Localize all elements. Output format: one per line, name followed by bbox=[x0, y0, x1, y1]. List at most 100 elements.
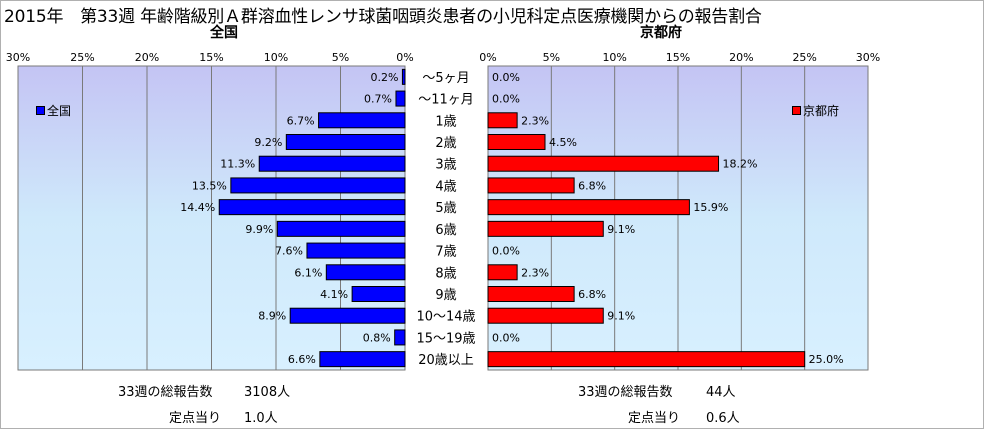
kyoto-legend: 京都府 bbox=[792, 102, 839, 119]
category-label: 4歳 bbox=[435, 179, 456, 194]
category-label: 5歳 bbox=[435, 201, 456, 216]
national-data-label: 7.6% bbox=[275, 245, 303, 258]
category-label: 2歳 bbox=[435, 136, 456, 151]
national-data-label: 9.2% bbox=[254, 136, 282, 149]
national-data-label: 9.9% bbox=[245, 223, 273, 236]
kyoto-total-label: 33週の総報告数 bbox=[578, 385, 673, 400]
kyoto-legend-swatch bbox=[792, 106, 801, 115]
kyoto-data-label: 0.0% bbox=[492, 331, 520, 344]
kyoto-tick-label: 25% bbox=[792, 51, 816, 64]
kyoto-bar bbox=[487, 286, 575, 302]
national-tick-label: 5% bbox=[332, 51, 349, 64]
national-data-label: 11.3% bbox=[220, 158, 255, 171]
kyoto-data-label: 6.8% bbox=[578, 179, 606, 192]
kyoto-data-label: 2.3% bbox=[521, 114, 549, 127]
chart-title: 2015年 第33週 年齢階級別Ａ群溶血性レンサ球菌咽頭炎患者の小児科定点医療機… bbox=[4, 7, 762, 27]
kyoto-bar bbox=[487, 220, 604, 237]
national-data-label: 0.2% bbox=[370, 71, 398, 84]
national-bar bbox=[289, 307, 406, 324]
kyoto-bar bbox=[487, 177, 575, 194]
national-bar bbox=[258, 155, 406, 172]
national-total-value: 3108人 bbox=[244, 385, 291, 400]
national-total-label: 33週の総報告数 bbox=[118, 385, 213, 400]
kyoto-total-value: 44人 bbox=[706, 385, 736, 400]
kyoto-bar bbox=[487, 351, 806, 368]
national-legend: 全国 bbox=[36, 102, 71, 119]
national-legend-label: 全国 bbox=[47, 104, 72, 118]
national-bar bbox=[401, 68, 406, 85]
kyoto-tick-label: 0% bbox=[479, 51, 496, 64]
category-label: 20歳以上 bbox=[418, 353, 474, 368]
kyoto-bar bbox=[487, 264, 518, 281]
national-tick-label: 0% bbox=[396, 51, 413, 64]
national-bar bbox=[285, 134, 406, 150]
kyoto-data-label: 0.0% bbox=[492, 245, 520, 258]
category-label: 8歳 bbox=[435, 266, 456, 281]
national-tick-label: 15% bbox=[199, 51, 223, 64]
national-bar bbox=[230, 177, 406, 194]
national-tick-label: 25% bbox=[70, 51, 94, 64]
national-data-label: 14.4% bbox=[180, 201, 215, 214]
kyoto-tick-label: 20% bbox=[729, 51, 753, 64]
category-label: 9歳 bbox=[435, 288, 456, 303]
national-data-label: 6.6% bbox=[288, 353, 316, 366]
category-label: 7歳 bbox=[435, 245, 456, 260]
kyoto-panel-title: 京都府 bbox=[640, 25, 682, 41]
national-per-value: 1.0人 bbox=[244, 411, 278, 426]
category-label: ～5ヶ月 bbox=[422, 71, 469, 86]
kyoto-data-label: 15.9% bbox=[693, 201, 728, 214]
national-data-label: 6.7% bbox=[287, 114, 315, 127]
kyoto-bar bbox=[487, 307, 604, 324]
kyoto-bar bbox=[487, 112, 518, 129]
kyoto-tick-label: 30% bbox=[856, 51, 880, 64]
national-bar bbox=[318, 112, 406, 129]
national-tick-label: 20% bbox=[135, 51, 159, 64]
national-data-label: 0.7% bbox=[364, 93, 392, 106]
category-label: 10～14歳 bbox=[416, 310, 475, 325]
national-bar bbox=[218, 199, 406, 216]
national-tick-label: 10% bbox=[264, 51, 288, 64]
kyoto-data-label: 0.0% bbox=[492, 71, 520, 84]
national-per-label: 定点当り bbox=[169, 411, 222, 426]
kyoto-data-label: 2.3% bbox=[521, 266, 549, 279]
national-data-label: 13.5% bbox=[192, 179, 227, 192]
national-plot-border bbox=[17, 65, 406, 371]
category-label: 1歳 bbox=[435, 114, 456, 129]
kyoto-bar bbox=[487, 155, 720, 172]
kyoto-data-label: 25.0% bbox=[809, 353, 844, 366]
kyoto-bar bbox=[487, 134, 546, 150]
kyoto-data-label: 0.0% bbox=[492, 93, 520, 106]
kyoto-tick-label: 5% bbox=[543, 51, 560, 64]
kyoto-data-label: 18.2% bbox=[723, 158, 758, 171]
national-data-label: 6.1% bbox=[294, 266, 322, 279]
kyoto-bar bbox=[487, 199, 690, 216]
kyoto-per-label: 定点当り bbox=[628, 411, 681, 426]
national-bar bbox=[325, 264, 406, 281]
kyoto-plot-border bbox=[487, 65, 869, 371]
kyoto-per-value: 0.6人 bbox=[706, 411, 740, 426]
national-bar bbox=[351, 286, 406, 302]
national-tick-label: 30% bbox=[6, 51, 30, 64]
kyoto-tick-label: 10% bbox=[602, 51, 626, 64]
national-bar bbox=[306, 242, 406, 259]
national-legend-swatch bbox=[36, 106, 45, 115]
category-label: 15～19歳 bbox=[416, 331, 475, 346]
kyoto-data-label: 6.8% bbox=[578, 288, 606, 301]
category-label: ～11ヶ月 bbox=[418, 93, 474, 108]
category-label: 6歳 bbox=[435, 223, 456, 238]
national-bar bbox=[276, 220, 406, 237]
national-data-label: 4.1% bbox=[320, 288, 348, 301]
national-data-label: 0.8% bbox=[363, 331, 391, 344]
kyoto-data-label: 4.5% bbox=[549, 136, 577, 149]
national-panel-title: 全国 bbox=[210, 25, 238, 41]
national-data-label: 8.9% bbox=[258, 310, 286, 323]
kyoto-data-label: 9.1% bbox=[607, 223, 635, 236]
category-label: 3歳 bbox=[435, 158, 456, 173]
kyoto-data-label: 9.1% bbox=[607, 310, 635, 323]
national-bar bbox=[394, 329, 406, 346]
kyoto-legend-label: 京都府 bbox=[803, 104, 840, 118]
national-bar bbox=[395, 90, 406, 107]
national-bar bbox=[319, 351, 406, 368]
kyoto-tick-label: 15% bbox=[666, 51, 690, 64]
